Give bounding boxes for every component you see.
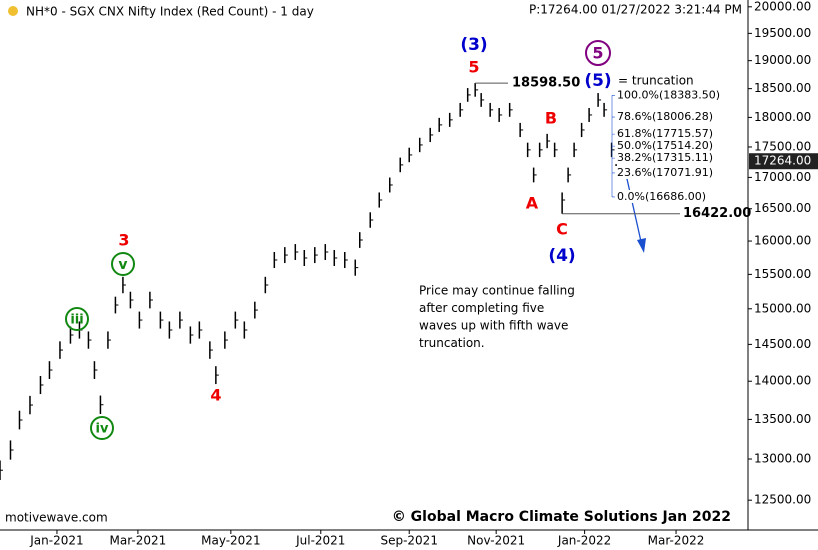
fib-label: 38.2%(17315.11) — [617, 151, 713, 164]
wave-label: 5 — [592, 44, 603, 63]
fib-label: 50.0%(17514.20) — [617, 139, 713, 152]
wave-label: 5 — [468, 58, 479, 77]
x-tick-label: Jan-2022 — [557, 534, 611, 548]
wave-circle — [65, 307, 89, 331]
y-tick-label: 19500.00 — [754, 26, 811, 40]
y-tick-label: 16500.00 — [754, 201, 811, 215]
price-info: P:17264.00 01/27/2022 3:21:44 PM — [529, 3, 742, 17]
wave-label: iv — [96, 422, 109, 437]
fib-label: 61.8%(17715.57) — [617, 127, 713, 140]
y-tick-label: 18500.00 — [754, 81, 811, 95]
fib-label-bg — [615, 139, 745, 153]
last-price-box — [749, 153, 818, 170]
wave-label: = truncation — [618, 74, 694, 88]
y-tick-label: 15000.00 — [754, 301, 811, 315]
wave-label: (4) — [548, 246, 575, 266]
note-line: waves up with fifth wave — [419, 319, 568, 333]
price-level-label: 16422.00 — [683, 206, 751, 221]
chart-title: NH*0 - SGX CNX Nifty Index (Red Count) -… — [26, 5, 314, 19]
y-tick-label: 19000.00 — [754, 53, 811, 67]
wave-label: 4 — [210, 386, 221, 405]
x-tick-label: Mar-2022 — [648, 534, 705, 548]
wave-label: C — [556, 220, 568, 239]
wave-circle — [90, 416, 114, 440]
note-line: truncation. — [419, 336, 485, 350]
wave-label: v — [118, 257, 127, 273]
wave-label: A — [526, 194, 539, 213]
fib-label: 100.0%(18383.50) — [617, 88, 720, 101]
fib-label-bg — [615, 110, 745, 124]
fib-label-bg — [615, 88, 745, 102]
note-line: after completing five — [419, 301, 544, 315]
wave-circle — [585, 40, 611, 66]
y-tick-label: 17500.00 — [754, 139, 811, 153]
wave-label: (3) — [460, 35, 487, 55]
price-level-label: 18598.50 — [512, 76, 580, 91]
wave-label: 3 — [118, 231, 129, 250]
fib-label: 23.6%(17071.91) — [617, 166, 713, 179]
y-tick-label: 12500.00 — [754, 493, 811, 507]
y-tick-label: 13500.00 — [754, 412, 811, 426]
y-tick-label: 18000.00 — [754, 110, 811, 124]
y-tick-label: 16000.00 — [754, 234, 811, 248]
source: motivewave.com — [5, 511, 108, 525]
fib-label-bg — [615, 165, 745, 179]
wave-label: B — [545, 109, 557, 128]
fib-label-bg — [615, 127, 745, 141]
x-tick-label: Mar-2021 — [110, 534, 167, 548]
x-tick-label: Nov-2021 — [467, 534, 525, 548]
last-price-label: 17264.00 — [754, 154, 811, 168]
wave-label: (5) — [584, 71, 611, 91]
fib-label: 0.0%(16686.00) — [617, 190, 706, 203]
fib-label: 78.6%(18006.28) — [617, 110, 713, 123]
x-tick-label: Jan-2021 — [29, 534, 83, 548]
y-tick-label: 14000.00 — [754, 374, 811, 388]
fib-label-bg — [615, 151, 745, 165]
copyright: © Global Macro Climate Solutions Jan 202… — [392, 509, 731, 525]
y-tick-label: 14500.00 — [754, 337, 811, 351]
y-tick-label: 15500.00 — [754, 267, 811, 281]
status-dot — [8, 6, 18, 16]
fib-label-bg — [615, 189, 745, 203]
y-tick-label: 17000.00 — [754, 170, 811, 184]
y-tick-label: 20000.00 — [754, 0, 811, 13]
wave-label: iii — [70, 313, 83, 328]
x-tick-label: Jul-2021 — [295, 534, 345, 548]
x-tick-label: May-2021 — [201, 534, 260, 548]
note-line: Price may continue falling — [419, 284, 575, 298]
wave-circle — [111, 252, 135, 276]
arrow-shaft — [624, 169, 643, 247]
x-tick-label: Sep-2021 — [380, 534, 438, 548]
y-tick-label: 13000.00 — [754, 452, 811, 466]
arrow-head — [637, 238, 646, 253]
